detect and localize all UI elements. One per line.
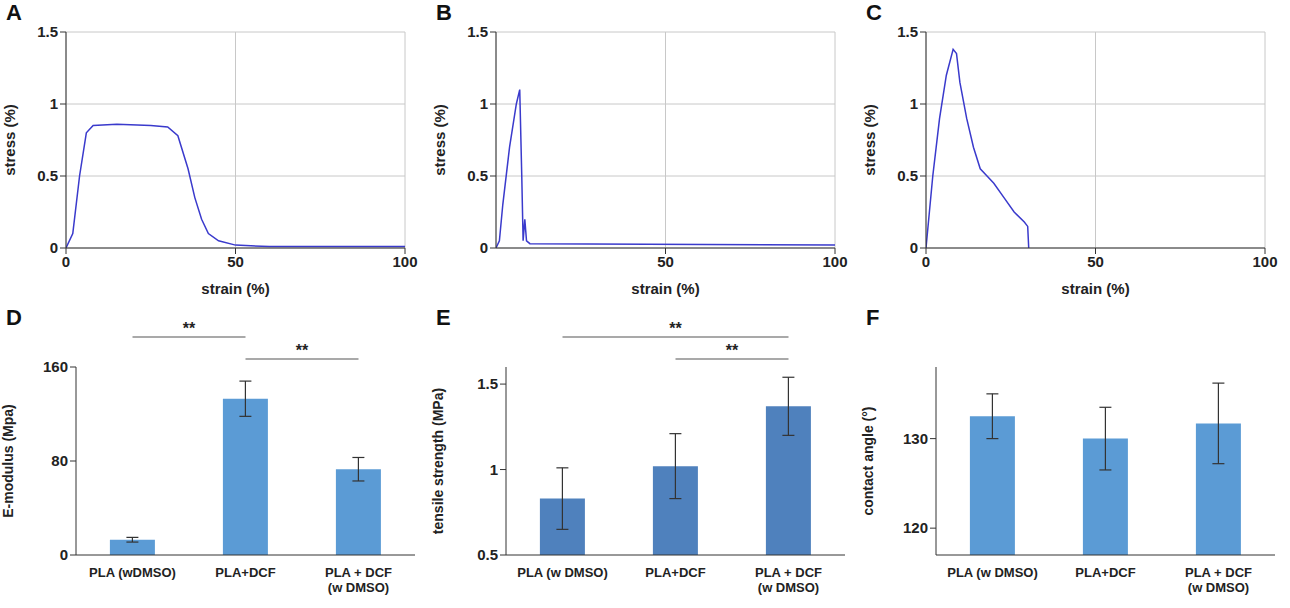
svg-text:120: 120 bbox=[903, 519, 928, 536]
svg-text:50: 50 bbox=[227, 253, 244, 270]
svg-text:50: 50 bbox=[1087, 253, 1104, 270]
svg-text:50: 50 bbox=[657, 253, 674, 270]
svg-text:0: 0 bbox=[50, 239, 58, 256]
html-text:D: D bbox=[6, 305, 22, 330]
svg-text:0: 0 bbox=[60, 546, 68, 563]
svg-text:PLA (wDMSO): PLA (wDMSO) bbox=[89, 565, 176, 580]
svg-text:PLA+DCF: PLA+DCF bbox=[1075, 565, 1135, 580]
svg-text:1.5: 1.5 bbox=[467, 23, 488, 40]
svg-text:1.5: 1.5 bbox=[37, 23, 58, 40]
html-text:A: A bbox=[6, 0, 22, 25]
svg-text:1.5: 1.5 bbox=[477, 375, 498, 392]
svg-text:100: 100 bbox=[822, 253, 847, 270]
svg-text:strain (%): strain (%) bbox=[631, 280, 699, 297]
svg-text:160: 160 bbox=[43, 358, 68, 375]
svg-text:PLA (w DMSO): PLA (w DMSO) bbox=[517, 565, 608, 580]
svg-text:0: 0 bbox=[922, 253, 930, 270]
svg-text:80: 80 bbox=[51, 452, 68, 469]
svg-text:PLA + DCF(w DMSO): PLA + DCF(w DMSO) bbox=[325, 565, 392, 595]
svg-text:1: 1 bbox=[490, 461, 498, 478]
svg-text:0: 0 bbox=[910, 239, 918, 256]
svg-text:strain (%): strain (%) bbox=[1061, 280, 1129, 297]
svg-text:0: 0 bbox=[480, 239, 488, 256]
svg-text:tensile strength (MPa): tensile strength (MPa) bbox=[430, 388, 446, 534]
svg-text:PLA+DCF: PLA+DCF bbox=[215, 565, 275, 580]
svg-text:0.5: 0.5 bbox=[37, 167, 58, 184]
svg-text:**: ** bbox=[726, 342, 739, 359]
svg-text:contact angle (°): contact angle (°) bbox=[860, 406, 876, 515]
svg-text:1: 1 bbox=[480, 95, 488, 112]
svg-text:PLA + DCF(w DMSO): PLA + DCF(w DMSO) bbox=[755, 565, 822, 595]
html-text:B: B bbox=[436, 0, 452, 25]
svg-text:100: 100 bbox=[1252, 253, 1277, 270]
svg-text:PLA (w DMSO): PLA (w DMSO) bbox=[947, 565, 1038, 580]
html-text:C: C bbox=[866, 0, 882, 25]
svg-text:1.5: 1.5 bbox=[897, 23, 918, 40]
svg-text:0.5: 0.5 bbox=[897, 167, 918, 184]
svg-text:stress (%): stress (%) bbox=[861, 104, 878, 176]
svg-text:1: 1 bbox=[910, 95, 918, 112]
svg-text:100: 100 bbox=[392, 253, 417, 270]
svg-text:130: 130 bbox=[903, 430, 928, 447]
svg-text:**: ** bbox=[183, 320, 196, 337]
svg-text:1: 1 bbox=[50, 95, 58, 112]
svg-text:stress (%): stress (%) bbox=[1, 104, 18, 176]
svg-text:PLA+DCF: PLA+DCF bbox=[645, 565, 705, 580]
svg-text:0.5: 0.5 bbox=[467, 167, 488, 184]
html-text:E: E bbox=[436, 305, 451, 330]
svg-text:stress (%): stress (%) bbox=[431, 104, 448, 176]
svg-text:**: ** bbox=[669, 320, 682, 337]
svg-text:**: ** bbox=[296, 342, 309, 359]
svg-text:PLA + DCF(w DMSO): PLA + DCF(w DMSO) bbox=[1185, 565, 1252, 595]
svg-text:0.5: 0.5 bbox=[477, 546, 498, 563]
svg-text:0: 0 bbox=[62, 253, 70, 270]
html-text:F: F bbox=[866, 305, 880, 330]
svg-text:E-modulus (Mpa): E-modulus (Mpa) bbox=[0, 404, 16, 518]
svg-text:strain (%): strain (%) bbox=[201, 280, 269, 297]
